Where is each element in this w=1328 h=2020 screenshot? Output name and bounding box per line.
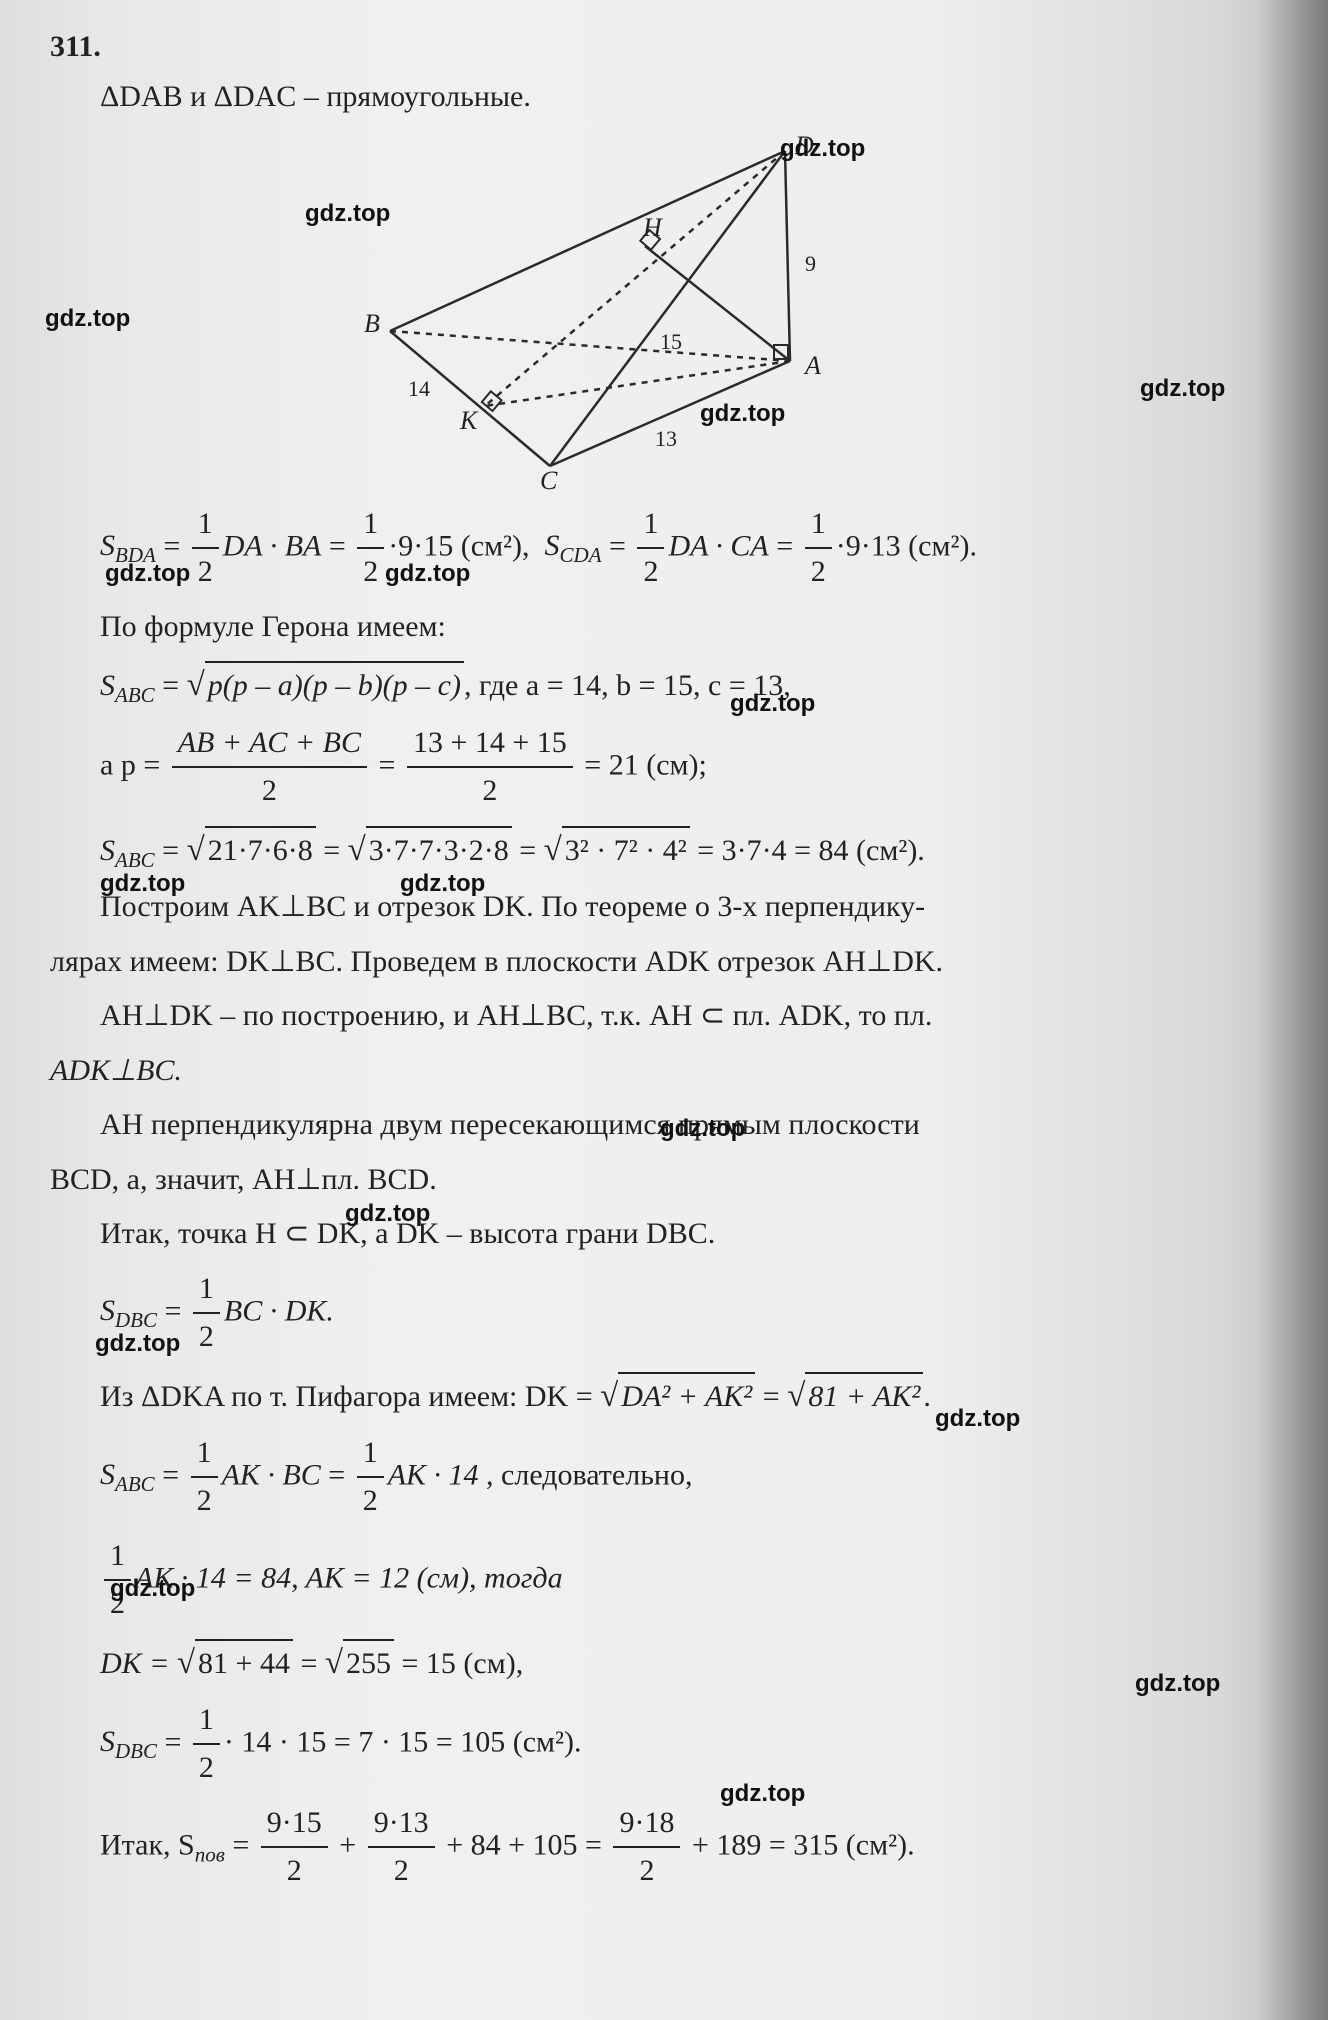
vertex-b: B — [364, 309, 380, 339]
vertex-a: A — [805, 351, 821, 381]
ah-perp-1: AH перпендикулярна двум пересекающимся п… — [50, 1102, 1250, 1149]
vertex-d: D — [795, 131, 814, 161]
edge-ba: 15 — [660, 329, 682, 355]
sdbc-calc: SDBC = 12· 14 · 15 = 7 · 15 = 105 (см²). — [50, 1697, 1250, 1792]
semiperimeter: а p = AB + AC + BC2 = 13 + 14 + 152 = 21… — [50, 720, 1250, 815]
ah-dk-2: ADK⊥BC. — [50, 1048, 1250, 1095]
edge-da: 9 — [805, 251, 816, 277]
geometry-diagram: D H B A K C 9 15 14 13 — [250, 131, 950, 491]
heron-intro: По формуле Герона имеем: — [50, 604, 1250, 651]
page-shadow — [1258, 0, 1328, 2020]
sabc-ak: SABC = 12AK · BC = 12AK · 14 , следовате… — [50, 1430, 1250, 1525]
ah-perp-2: BCD, а, значит, AH⊥пл. BCD. — [50, 1157, 1250, 1204]
vertex-k: K — [460, 406, 477, 436]
construction-1: Построим AK⊥BC и отрезок DK. По теореме … — [50, 884, 1250, 931]
itak-h: Итак, точка H ⊂ DK, а DK – высота грани … — [50, 1211, 1250, 1258]
area-bda-cda: SBDA = 12DA · BA = 12·9·15 (см²), SCDA =… — [50, 501, 1250, 596]
heron-formula: SABC = p(p – a)(p – b)(p – c), где a = 1… — [50, 658, 1250, 712]
edge-bc: 14 — [408, 376, 430, 402]
diagram-svg — [250, 131, 950, 491]
edge-ca: 13 — [655, 426, 677, 452]
opening-line: ΔDAB и ΔDAC – прямоугольные. — [50, 74, 1250, 121]
vertex-c: C — [540, 466, 557, 496]
ak-solve: 12AK · 14 = 84, AK = 12 (см), тогда — [50, 1533, 1250, 1628]
vertex-h: H — [643, 213, 662, 243]
ah-dk-1: AH⊥DK – по построению, и AH⊥BC, т.к. AH … — [50, 993, 1250, 1040]
construction-2: лярах имеем: DK⊥BC. Проведем в плоскости… — [50, 939, 1250, 986]
problem-number: 311. — [50, 30, 1250, 64]
dk-solve: DK = 81 + 44 = 255 = 15 (см), — [50, 1636, 1250, 1689]
final-answer: Итак, Sпов = 9·152 + 9·132 + 84 + 105 = … — [50, 1800, 1250, 1895]
page-content: 311. ΔDAB и ΔDAC – прямоугольные. D H B … — [50, 30, 1250, 1903]
sabc-calc: SABC = 21·7·6·8 = 3·7·7·3·2·8 = 3² · 7² … — [50, 823, 1250, 877]
dka-pythagoras: Из ΔDKA по т. Пифагора имеем: DK = DA² +… — [50, 1369, 1250, 1422]
sdbc-formula: SDBC = 12BC · DK. — [50, 1266, 1250, 1361]
